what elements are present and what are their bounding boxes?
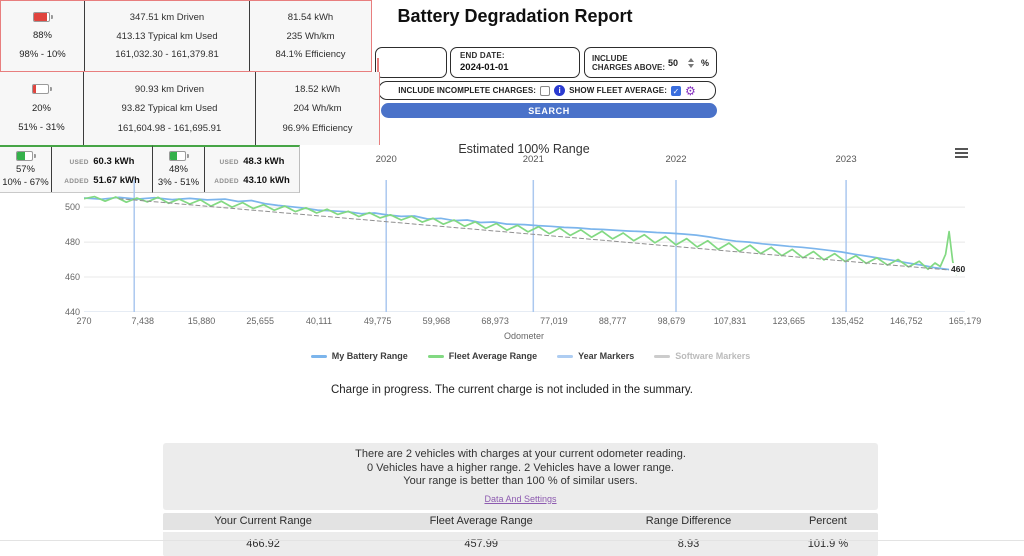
col-fleet-average-range: Fleet Average Range [429,515,533,527]
added-value: 51.67 kWh [93,175,140,186]
range-table-row: 466.92 457.99 8.93 101.9 % [163,531,878,556]
battery-percent: 20% [31,102,51,114]
legend-marker [310,354,327,358]
km-driven: 90.93 km Driven [134,83,205,95]
col-percent: Percent [808,515,847,527]
odometer-span: 161,604.98 - 161,695.91 [117,122,222,134]
fleet-summary-panel: There are 2 vehicles with charges at you… [163,443,878,556]
efficiency: 84.1% Efficiency [275,49,346,61]
range-chart: Estimated 100% Range 2020 2021 2022 2023 44… [64,142,982,341]
summary-line: There are 2 vehicles with charges at you… [355,448,686,460]
search-button[interactable]: SEARCH [381,103,717,118]
col-range-difference: Range Difference [645,515,732,527]
fleet-summary: There are 2 vehicles with charges at you… [163,443,878,510]
used-value: 60.3 kWh [93,156,135,167]
x-axis-title: Odometer [503,331,545,341]
chart-title: Estimated 100% Range [458,142,590,156]
battery-icon [168,151,189,162]
end-date-label: END DATE: [460,51,505,60]
page-title: Battery Degradation Report [397,6,633,26]
efficiency: 96.9% Efficiency [282,122,353,134]
charges-above-input[interactable]: 50 [668,57,679,68]
checkbox-row: INCLUDE INCOMPLETE CHARGES: i SHOW FLEET… [378,81,716,100]
added-label: ADDED [64,178,89,185]
wh-per-km: 235 Wh/km [286,30,335,42]
battery-range: 10% - 67% [2,176,49,188]
kwh-used: 18.52 kWh [294,83,341,95]
include-incomplete-label: INCLUDE INCOMPLETE CHARGES: [398,86,537,95]
range-table-header: Your Current Range Fleet Average Range R… [163,512,878,530]
used-label: USED [69,159,89,166]
summary-line: Your range is better than 100 % of simil… [403,475,638,487]
odometer-span: 161,032.30 - 161,379.81 [115,49,219,61]
wh-per-km: 204 Wh/km [293,103,342,114]
tooltip-border-artifact [377,58,379,78]
battery-range: 98% - 10% [19,49,66,60]
gear-icon[interactable]: ⚙ [684,83,696,98]
km-driven: 347.51 km Driven [129,11,205,23]
chart-legend: My Battery Range Fleet Average Range Yea… [58,351,1003,361]
battery-icon [31,83,52,94]
info-icon[interactable]: i [554,85,566,96]
battery-icon [15,151,36,162]
battery-range: 3% - 51% [157,176,200,188]
include-incomplete-checkbox[interactable] [540,85,551,96]
legend-my-battery-range[interactable]: My Battery Range [310,351,408,361]
charge-tooltip-discharge-1: 88% 98% - 10% 347.51 km Driven 413.13 Ty… [0,0,372,72]
legend-marker [654,354,671,358]
charge-status-message: Charge in progress. The current charge i… [330,384,693,396]
last-value-label: 460 [949,263,968,275]
percent-unit-label: % [700,57,709,68]
charge-tooltip-charge-1: 57% 10% - 67% USED 60.3 kWh ADDED 51.67 … [0,145,153,193]
charges-above-box[interactable]: INCLUDE CHARGES ABOVE: 50 % [584,47,717,78]
typical-km: 413.13 Typical km Used [116,30,218,42]
stepper-up-icon[interactable] [687,57,694,62]
end-date-box[interactable]: END DATE: 2024-01-01 [450,47,580,78]
summary-line: 0 Vehicles have a higher range. 2 Vehicl… [367,461,674,474]
battery-icon [32,12,53,22]
kwh-used: 81.54 kWh [287,11,334,23]
battery-percent: 88% [32,30,52,41]
typical-km: 93.82 Typical km Used [121,103,218,114]
legend-marker [427,354,444,358]
legend-year-markers[interactable]: Year Markers [557,351,634,361]
battery-range: 51% - 31% [18,122,65,134]
charge-tooltip-discharge-2: 20% 51% - 31% 90.93 km Driven 93.82 Typi… [0,72,380,145]
legend-fleet-average-range[interactable]: Fleet Average Range [427,351,537,361]
legend-software-markers[interactable]: Software Markers [654,351,750,361]
added-label: ADDED [214,178,239,185]
charges-above-label: INCLUDE CHARGES ABOVE: [592,53,666,72]
data-and-settings-link[interactable]: Data And Settings [484,493,557,504]
legend-marker [557,354,574,358]
charges-above-stepper[interactable] [687,57,694,68]
battery-percent: 57% [15,163,35,175]
plot-area [84,180,965,312]
battery-percent: 48% [168,163,188,175]
show-fleet-label: SHOW FLEET AVERAGE: [569,86,667,95]
start-date-box[interactable] [375,47,447,78]
chart-menu-icon[interactable] [955,148,968,160]
used-value: 48.3 kWh [243,156,285,167]
show-fleet-checkbox[interactable]: ✓ [670,85,681,96]
page-divider [0,540,1024,541]
end-date-value[interactable]: 2024-01-01 [460,62,509,73]
charge-tooltip-charge-2: 48% 3% - 51% USED 48.3 kWh ADDED 43.10 k… [153,145,300,193]
stepper-down-icon[interactable] [687,63,694,68]
added-value: 43.10 kWh [243,175,290,186]
used-label: USED [219,159,239,166]
col-your-current-range: Your Current Range [214,515,312,527]
